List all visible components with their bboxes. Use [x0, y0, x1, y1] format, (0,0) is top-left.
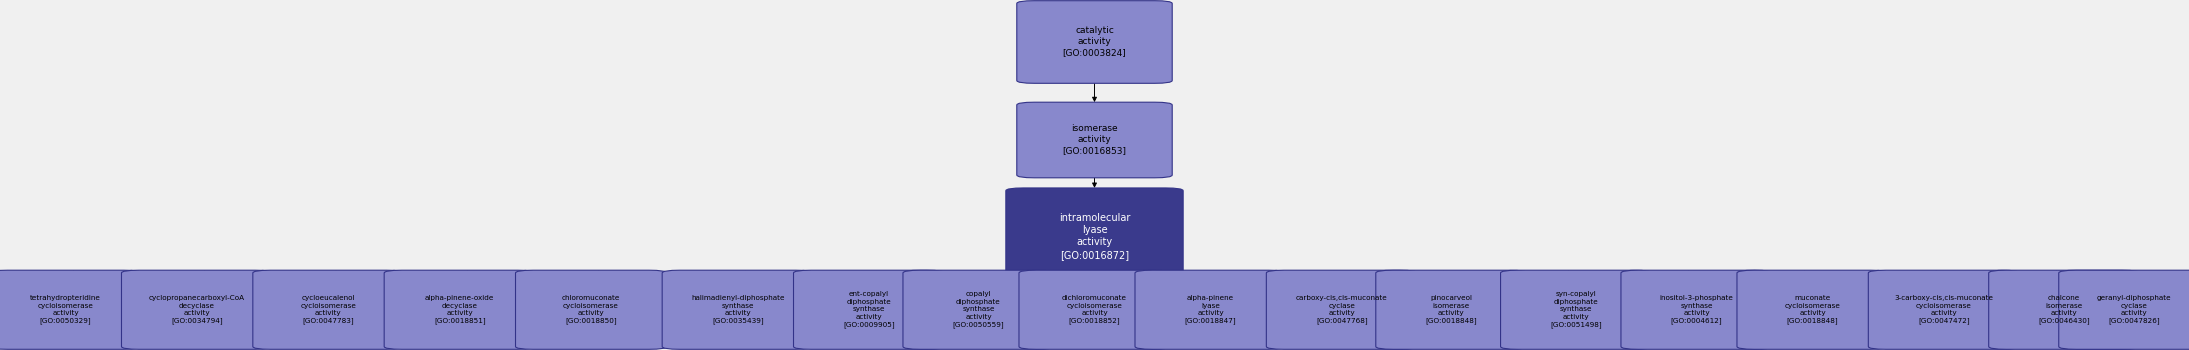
- FancyBboxPatch shape: [1016, 1, 1173, 83]
- Text: geranyl-diphosphate
cyclase
activity
[GO:0047826]: geranyl-diphosphate cyclase activity [GO…: [2097, 295, 2171, 324]
- FancyBboxPatch shape: [517, 270, 665, 349]
- FancyBboxPatch shape: [792, 270, 946, 349]
- Text: muconate
cycloisomerase
activity
[GO:0018848]: muconate cycloisomerase activity [GO:001…: [1784, 295, 1841, 324]
- Text: chloromuconate
cycloisomerase
activity
[GO:0018850]: chloromuconate cycloisomerase activity […: [563, 295, 619, 324]
- FancyBboxPatch shape: [902, 270, 1055, 349]
- Text: catalytic
activity
[GO:0003824]: catalytic activity [GO:0003824]: [1062, 26, 1127, 58]
- Text: copalyl
diphosphate
synthase
activity
[GO:0050559]: copalyl diphosphate synthase activity [G…: [952, 291, 1005, 328]
- FancyBboxPatch shape: [1007, 188, 1182, 285]
- FancyBboxPatch shape: [123, 270, 274, 349]
- Text: cycloeucalenol
cycloisomerase
activity
[GO:0047783]: cycloeucalenol cycloisomerase activity […: [300, 295, 357, 324]
- FancyBboxPatch shape: [1018, 270, 1169, 349]
- Text: inositol-3-phosphate
synthase
activity
[GO:0004612]: inositol-3-phosphate synthase activity […: [1659, 295, 1734, 324]
- FancyBboxPatch shape: [1502, 270, 1651, 349]
- Text: syn-copalyl
diphosphate
synthase
activity
[GO:0051498]: syn-copalyl diphosphate synthase activit…: [1550, 291, 1602, 328]
- Text: intramolecular
lyase
activity
[GO:0016872]: intramolecular lyase activity [GO:001687…: [1059, 213, 1130, 260]
- FancyBboxPatch shape: [2058, 270, 2189, 349]
- FancyBboxPatch shape: [1988, 270, 2139, 349]
- FancyBboxPatch shape: [661, 270, 814, 349]
- Text: pinocarveol
isomerase
activity
[GO:0018848]: pinocarveol isomerase activity [GO:00188…: [1425, 295, 1478, 324]
- Text: alpha-pinene
lyase
activity
[GO:0018847]: alpha-pinene lyase activity [GO:0018847]: [1184, 295, 1237, 324]
- FancyBboxPatch shape: [1620, 270, 1773, 349]
- FancyBboxPatch shape: [1265, 270, 1418, 349]
- FancyBboxPatch shape: [1738, 270, 1887, 349]
- FancyBboxPatch shape: [1136, 270, 1287, 349]
- Text: 3-carboxy-cis,cis-muconate
cycloisomerase
activity
[GO:0047472]: 3-carboxy-cis,cis-muconate cycloisomeras…: [1893, 295, 1994, 324]
- FancyBboxPatch shape: [1869, 270, 2020, 349]
- Text: ent-copalyl
diphosphate
synthase
activity
[GO:0009905]: ent-copalyl diphosphate synthase activit…: [843, 291, 895, 328]
- Text: halimadienyl-diphosphate
synthase
activity
[GO:0035439]: halimadienyl-diphosphate synthase activi…: [692, 295, 784, 324]
- FancyBboxPatch shape: [252, 270, 403, 349]
- FancyBboxPatch shape: [1377, 270, 1528, 349]
- FancyBboxPatch shape: [1016, 102, 1173, 178]
- FancyBboxPatch shape: [385, 270, 536, 349]
- FancyBboxPatch shape: [0, 270, 140, 349]
- Text: isomerase
activity
[GO:0016853]: isomerase activity [GO:0016853]: [1062, 124, 1127, 156]
- Text: dichloromuconate
cycloisomerase
activity
[GO:0018852]: dichloromuconate cycloisomerase activity…: [1062, 295, 1127, 324]
- Text: alpha-pinene-oxide
decyclase
activity
[GO:0018851]: alpha-pinene-oxide decyclase activity [G…: [425, 295, 495, 324]
- Text: cyclopropanecarboxyl-CoA
decyclase
activity
[GO:0034794]: cyclopropanecarboxyl-CoA decyclase activ…: [149, 295, 245, 324]
- Text: tetrahydropteridine
cycloisomerase
activity
[GO:0050329]: tetrahydropteridine cycloisomerase activ…: [31, 295, 101, 324]
- Text: chalcone
isomerase
activity
[GO:0046430]: chalcone isomerase activity [GO:0046430]: [2038, 295, 2090, 324]
- Text: carboxy-cis,cis-muconate
cyclase
activity
[GO:0047768]: carboxy-cis,cis-muconate cyclase activit…: [1296, 295, 1388, 324]
